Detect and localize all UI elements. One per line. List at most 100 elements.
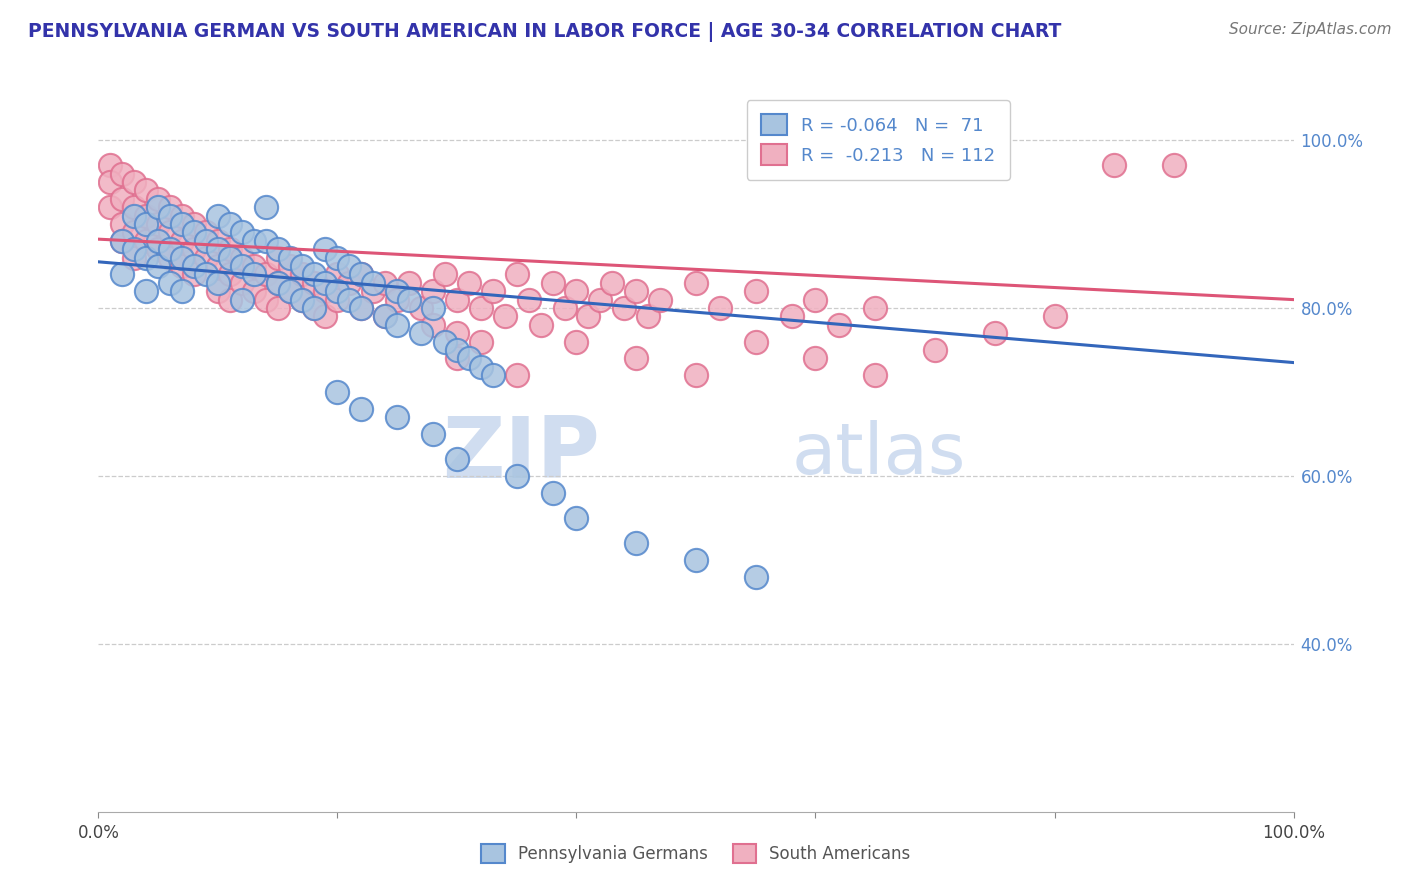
Point [278, 284, 301, 298]
Point [111, 192, 134, 206]
Point [506, 368, 529, 383]
Point [291, 293, 314, 307]
Point [172, 209, 194, 223]
Point [267, 276, 290, 290]
Point [422, 301, 444, 315]
Point [339, 259, 360, 273]
Point [506, 469, 529, 483]
Point [148, 217, 170, 231]
Point [243, 268, 266, 282]
Point [458, 276, 481, 290]
Point [159, 209, 181, 223]
Point [745, 569, 768, 583]
Point [291, 268, 314, 282]
Text: atlas: atlas [792, 420, 966, 490]
Point [315, 242, 337, 256]
Point [267, 251, 290, 265]
Point [589, 293, 612, 307]
Text: Source: ZipAtlas.com: Source: ZipAtlas.com [1229, 22, 1392, 37]
Point [433, 334, 456, 349]
Point [124, 226, 146, 240]
Point [565, 511, 588, 525]
Point [780, 310, 803, 324]
Point [148, 259, 170, 273]
Point [315, 310, 337, 324]
Point [219, 268, 242, 282]
Point [326, 293, 349, 307]
Point [159, 200, 181, 214]
Point [254, 293, 277, 307]
Point [1043, 310, 1066, 324]
Point [411, 301, 433, 315]
Point [194, 226, 218, 240]
Point [111, 268, 134, 282]
Point [565, 334, 588, 349]
Point [350, 268, 373, 282]
Point [709, 301, 731, 315]
Point [470, 359, 492, 374]
Point [111, 234, 134, 248]
Point [481, 368, 505, 383]
Point [267, 301, 290, 315]
Point [385, 410, 409, 425]
Point [231, 276, 253, 290]
Point [374, 310, 396, 324]
Point [446, 343, 468, 357]
Point [529, 318, 551, 332]
Point [326, 284, 349, 298]
Point [183, 242, 205, 256]
Text: PENNSYLVANIA GERMAN VS SOUTH AMERICAN IN LABOR FORCE | AGE 30-34 CORRELATION CHA: PENNSYLVANIA GERMAN VS SOUTH AMERICAN IN… [28, 22, 1062, 42]
Point [231, 293, 253, 307]
Point [124, 175, 146, 189]
Point [278, 251, 301, 265]
Point [207, 259, 229, 273]
Point [350, 401, 373, 416]
Point [422, 426, 444, 441]
Point [302, 276, 325, 290]
Point [637, 310, 659, 324]
Point [243, 234, 266, 248]
Point [135, 217, 157, 231]
Point [804, 293, 827, 307]
Point [302, 301, 325, 315]
Point [135, 209, 157, 223]
Point [267, 276, 290, 290]
Point [626, 284, 648, 298]
Point [685, 276, 707, 290]
Point [254, 234, 277, 248]
Point [302, 301, 325, 315]
Point [745, 334, 768, 349]
Point [183, 226, 205, 240]
Point [124, 200, 146, 214]
Point [626, 351, 648, 366]
Point [1102, 158, 1125, 172]
Point [243, 259, 266, 273]
Point [111, 234, 134, 248]
Point [159, 242, 181, 256]
Point [398, 276, 420, 290]
Point [804, 351, 827, 366]
Text: ZIP: ZIP [443, 413, 600, 497]
Point [984, 326, 1007, 341]
Point [291, 293, 314, 307]
Point [207, 284, 229, 298]
Point [159, 276, 181, 290]
Point [148, 242, 170, 256]
Point [124, 242, 146, 256]
Point [135, 234, 157, 248]
Point [374, 310, 396, 324]
Point [648, 293, 672, 307]
Point [411, 326, 433, 341]
Point [267, 242, 290, 256]
Point [828, 318, 851, 332]
Point [243, 284, 266, 298]
Point [458, 351, 481, 366]
Point [231, 259, 253, 273]
Point [685, 553, 707, 567]
Point [207, 276, 229, 290]
Point [207, 209, 229, 223]
Point [363, 276, 385, 290]
Point [339, 293, 360, 307]
Point [326, 251, 349, 265]
Point [326, 268, 349, 282]
